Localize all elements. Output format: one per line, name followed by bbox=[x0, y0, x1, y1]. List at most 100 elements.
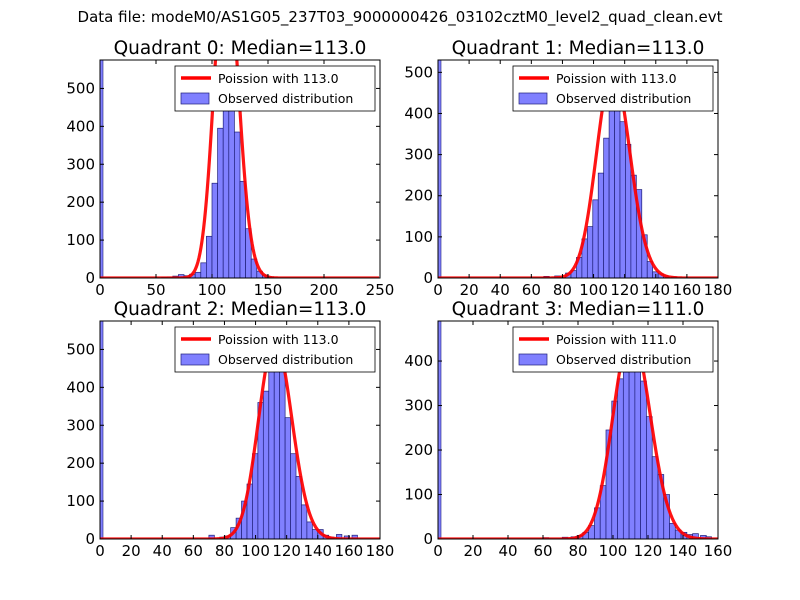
histogram-bar bbox=[211, 182, 218, 278]
legend: Poission with 113.0 Observed distribution bbox=[512, 65, 714, 112]
x-tick-label: 100 bbox=[241, 542, 270, 560]
legend-label: Observed distribution bbox=[218, 352, 353, 367]
histogram-bar bbox=[206, 235, 213, 278]
y-tick-label: 200 bbox=[404, 441, 433, 459]
x-tick-label: 100 bbox=[198, 281, 227, 299]
legend-label: Observed distribution bbox=[218, 91, 353, 106]
x-tick-label: 0 bbox=[95, 281, 105, 299]
histogram-bar bbox=[100, 321, 104, 539]
histogram-bar bbox=[100, 60, 104, 278]
y-tick-label: 400 bbox=[66, 378, 95, 396]
legend-label: Poission with 113.0 bbox=[218, 71, 339, 86]
x-tick-label: 80 bbox=[568, 542, 587, 560]
legend-label: Poission with 113.0 bbox=[556, 71, 677, 86]
x-tick-label: 40 bbox=[153, 542, 172, 560]
histogram-bar bbox=[295, 476, 302, 539]
histogram-bar bbox=[438, 60, 442, 278]
x-tick-label: 20 bbox=[460, 281, 479, 299]
histogram-bar bbox=[640, 380, 647, 539]
x-tick-label: 80 bbox=[215, 542, 234, 560]
x-tick-label: 180 bbox=[366, 542, 395, 560]
y-tick-label: 100 bbox=[404, 228, 433, 246]
histogram-bar bbox=[262, 390, 270, 539]
y-tick-label: 500 bbox=[66, 79, 95, 97]
histogram-bar bbox=[622, 371, 630, 539]
x-tick-label: 60 bbox=[533, 542, 552, 560]
legend: Poission with 111.0 Observed distribution bbox=[512, 326, 714, 373]
histogram-bar bbox=[290, 453, 297, 539]
histogram-bar bbox=[438, 321, 442, 539]
x-tick-label: 0 bbox=[433, 542, 443, 560]
x-tick-label: 250 bbox=[366, 281, 395, 299]
poisson-curve bbox=[438, 68, 718, 278]
x-tick-label: 40 bbox=[498, 542, 517, 560]
y-tick-label: 200 bbox=[404, 187, 433, 205]
y-tick-label: 200 bbox=[66, 454, 95, 472]
x-tick-label: 20 bbox=[122, 542, 141, 560]
plot-area bbox=[438, 60, 718, 278]
subplot-title: Quadrant 2: Median=113.0 bbox=[114, 299, 367, 320]
y-tick-label: 0 bbox=[85, 530, 95, 548]
histogram-bar bbox=[234, 131, 241, 278]
legend-patch-swatch bbox=[518, 92, 548, 105]
axes-frame bbox=[99, 59, 381, 279]
y-tick-label: 100 bbox=[66, 492, 95, 510]
figure-suptitle: Data file: modeM0/AS1G05_237T03_90000004… bbox=[77, 8, 723, 26]
x-tick-label: 100 bbox=[599, 542, 628, 560]
legend-label: Poission with 113.0 bbox=[218, 332, 339, 347]
x-tick-label: 160 bbox=[673, 281, 702, 299]
x-tick-label: 50 bbox=[146, 281, 165, 299]
x-tick-label: 20 bbox=[463, 542, 482, 560]
y-tick-label: 0 bbox=[85, 269, 95, 287]
subplot-title: Quadrant 1: Median=113.0 bbox=[452, 38, 705, 59]
x-tick-label: 0 bbox=[95, 542, 105, 560]
histogram-bar bbox=[228, 88, 235, 278]
histogram-bar bbox=[194, 271, 202, 278]
legend-label: Observed distribution bbox=[556, 91, 691, 106]
legend-patch-swatch bbox=[180, 353, 210, 366]
y-tick-label: 300 bbox=[66, 155, 95, 173]
histogram-bar bbox=[336, 534, 343, 539]
x-tick-label: 160 bbox=[335, 542, 364, 560]
x-tick-label: 140 bbox=[303, 542, 332, 560]
x-tick-label: 160 bbox=[704, 542, 733, 560]
x-tick-label: 140 bbox=[669, 542, 698, 560]
y-tick-label: 500 bbox=[66, 340, 95, 358]
histogram-bar bbox=[634, 358, 642, 539]
x-tick-label: 0 bbox=[433, 281, 443, 299]
y-tick-label: 100 bbox=[66, 231, 95, 249]
y-tick-label: 400 bbox=[404, 352, 433, 370]
y-tick-label: 0 bbox=[423, 269, 433, 287]
histogram-bar bbox=[617, 378, 624, 539]
x-tick-label: 120 bbox=[272, 542, 301, 560]
x-tick-label: 150 bbox=[254, 281, 283, 299]
x-tick-label: 80 bbox=[553, 281, 572, 299]
subplot-1: 0 20 40 60 80 100 120 140 160 1800100200300400500… bbox=[404, 38, 732, 299]
legend-label: Observed distribution bbox=[556, 352, 691, 367]
histogram-bar bbox=[217, 127, 224, 278]
y-tick-label: 300 bbox=[404, 397, 433, 415]
legend-label: Poission with 111.0 bbox=[556, 332, 677, 347]
y-tick-label: 300 bbox=[404, 146, 433, 164]
histogram-bar bbox=[284, 417, 291, 539]
histogram-bar bbox=[592, 199, 599, 278]
histogram-bar bbox=[279, 362, 286, 539]
histogram-bar bbox=[301, 504, 308, 539]
legend: Poission with 113.0 Observed distribution bbox=[174, 326, 376, 373]
legend-patch-swatch bbox=[180, 92, 210, 105]
y-tick-label: 300 bbox=[66, 416, 95, 434]
histogram-bar bbox=[597, 172, 605, 278]
histogram-bar bbox=[619, 121, 626, 278]
y-tick-label: 400 bbox=[404, 104, 433, 122]
x-tick-label: 200 bbox=[310, 281, 339, 299]
x-tick-label: 100 bbox=[579, 281, 608, 299]
legend: Poission with 113.0 Observed distribution bbox=[174, 65, 376, 112]
histogram-bar bbox=[200, 262, 207, 278]
axes-frame bbox=[437, 59, 719, 279]
histogram-bar bbox=[646, 416, 653, 539]
histogram-bar bbox=[651, 456, 659, 539]
x-tick-label: 60 bbox=[184, 542, 203, 560]
y-tick-label: 200 bbox=[66, 193, 95, 211]
poisson-curve bbox=[100, 338, 380, 539]
